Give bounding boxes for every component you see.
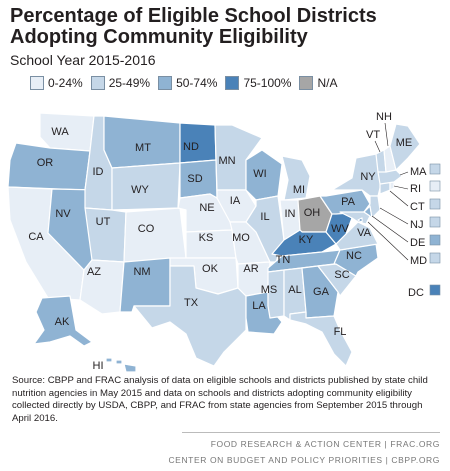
box-dc [429,284,441,296]
legend-swatch-0-24 [30,76,44,90]
legend-item-75-100: 75-100% [225,76,291,90]
legend-swatch-25-49 [90,76,105,90]
label-mo: MO [232,232,250,244]
label-nv: NV [55,208,71,220]
page-title: Percentage of Eligible School Districts … [10,5,377,48]
box-md [429,252,441,264]
box-ct [429,198,441,210]
box-de [429,234,441,246]
state-il[interactable] [245,195,285,263]
label-pa: PA [341,196,356,208]
footer-frac: FOOD RESEARCH & ACTION CENTER | FRAC.ORG [210,439,440,449]
label-sc: SC [334,269,349,281]
label-az: AZ [87,266,101,278]
legend-swatch-75-100 [225,76,240,90]
state-co[interactable] [123,207,187,263]
footer-rule [182,432,440,433]
state-dc[interactable] [357,217,363,223]
label-ak: AK [55,316,70,328]
label-tn: TN [276,254,291,266]
label-in: IN [285,208,296,220]
label-la: LA [252,300,266,312]
page-subtitle: School Year 2015-2016 [10,52,156,68]
label-ny: NY [360,171,376,183]
state-nj[interactable] [363,195,381,219]
label-nm: NM [133,266,150,278]
label-wa: WA [51,126,69,138]
state-ak[interactable] [33,295,93,347]
label-ri: RI [410,183,421,195]
label-al: AL [288,284,301,296]
label-co: CO [138,223,155,235]
label-or: OR [37,157,54,169]
label-wi: WI [253,168,266,180]
label-md: MD [410,255,427,267]
label-mi: MI [293,184,305,196]
state-ri[interactable] [389,181,395,191]
label-sd: SD [187,173,202,185]
label-ar: AR [243,263,258,275]
legend-item-25-49: 25-49% [90,76,151,90]
label-fl: FL [334,326,347,338]
label-ok: OK [202,263,219,275]
label-il: IL [260,211,269,223]
legend-label-75-100: 75-100% [243,76,292,90]
label-ks: KS [199,232,214,244]
legend-item-na: N/A [299,76,338,90]
state-hi[interactable] [105,357,137,373]
label-ia: IA [230,195,241,207]
label-tx: TX [184,297,199,309]
legend-swatch-50-74 [158,76,173,90]
label-mn: MN [218,155,235,167]
label-wy: WY [131,184,149,196]
legend-label-50-74: 50-74% [176,76,218,90]
label-ct: CT [410,201,425,213]
label-mt: MT [135,142,151,154]
label-oh: OH [304,207,321,219]
box-ri [429,180,441,192]
label-ut: UT [96,216,111,228]
label-dc: DC [408,287,424,299]
legend-item-50-74: 50-74% [158,76,217,90]
label-ms: MS [261,284,278,296]
label-id: ID [93,166,104,178]
state-sc[interactable] [317,263,357,297]
label-va: VA [357,227,372,239]
source-note: Source: CBPP and FRAC analysis of data o… [12,375,428,424]
label-nj: NJ [410,219,423,231]
map-legend: 0-24% 25-49% 50-74% 75-100% N/A [30,76,338,90]
legend-item-0-24: 0-24% [30,76,83,90]
label-ca: CA [28,231,44,243]
box-ma [429,163,441,175]
label-ga: GA [313,286,330,298]
label-nd: ND [183,141,199,153]
legend-swatch-na [299,76,314,90]
legend-label-25-49: 25-49% [108,76,151,90]
label-hi: HI [93,360,104,372]
label-vt: VT [366,129,380,141]
label-ky: KY [299,234,314,246]
label-de: DE [410,237,425,249]
label-ne: NE [199,202,214,214]
label-wv: WV [331,223,349,235]
label-ma: MA [410,166,427,178]
label-nh: NH [376,111,392,123]
label-me: ME [396,137,413,149]
footer-cbpp: CENTER ON BUDGET AND POLICY PRIORITIES |… [168,455,440,465]
state-fl[interactable] [289,311,353,367]
label-nc: NC [346,250,362,262]
legend-label-0-24: 0-24% [48,76,83,90]
state-tx[interactable] [133,265,247,367]
box-nj [429,216,441,228]
state-me[interactable] [389,123,421,171]
legend-label-na: N/A [317,76,338,90]
us-choropleth-map: WA OR CA NV ID MT WY UT AZ CO NM TX ND S… [7,111,441,373]
